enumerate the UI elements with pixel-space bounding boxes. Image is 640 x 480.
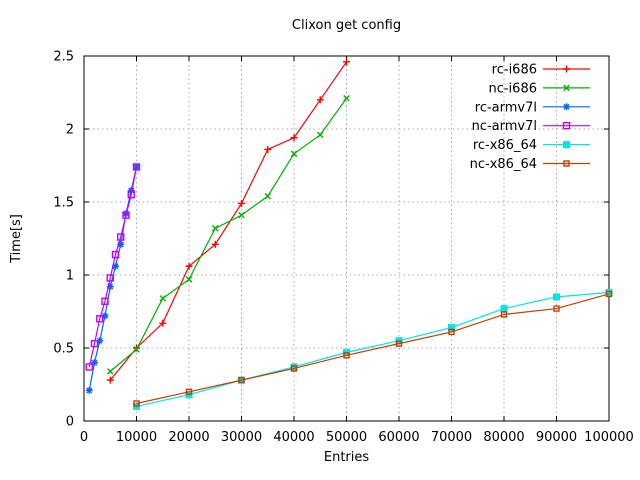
series-marker-nc-x86_64 — [553, 305, 560, 312]
legend-sample-marker-rc-armv7l — [563, 103, 570, 111]
series-marker-nc-i686 — [264, 192, 272, 200]
series-marker-rc-x86_64 — [290, 363, 298, 371]
x-tick-label: 10000 — [116, 430, 157, 445]
series-marker-nc-x86_64 — [238, 376, 245, 384]
series-marker-nc-armv7l — [111, 250, 120, 259]
series-marker-nc-x86_64 — [185, 388, 193, 395]
series-marker-nc-x86_64 — [500, 311, 508, 318]
x-tick-label: 20000 — [168, 430, 209, 445]
series-marker-nc-armv7l — [127, 190, 135, 199]
series-marker-nc-armv7l — [85, 363, 93, 371]
series-marker-rc-i686 — [290, 134, 298, 142]
series-marker-nc-x86_64 — [605, 290, 613, 298]
series-marker-nc-armv7l — [117, 233, 125, 241]
x-tick-label: 80000 — [483, 430, 524, 445]
series-marker-rc-i686 — [185, 262, 193, 270]
series-marker-nc-armv7l — [106, 274, 114, 282]
series-line-nc-armv7l — [88, 166, 138, 368]
y-tick-label: 0 — [66, 415, 74, 430]
series-marker-nc-i686 — [185, 276, 193, 283]
legend-sample-marker-nc-armv7l — [562, 121, 571, 130]
series-marker-rc-i686 — [316, 96, 324, 104]
y-tick-label: 2 — [66, 123, 74, 138]
series-marker-rc-armv7l — [101, 312, 109, 320]
x-axis-label: Entries — [324, 450, 370, 465]
series-marker-nc-x86_64 — [395, 340, 403, 347]
series-marker-rc-i686 — [211, 240, 219, 248]
series-line-nc-x86_64 — [136, 293, 610, 405]
series-marker-nc-armv7l — [96, 315, 104, 323]
series-marker-rc-i686 — [343, 58, 350, 66]
legend-sample-marker-rc-i686 — [563, 65, 570, 73]
legend-sample-marker-rc-x86_64 — [563, 141, 570, 149]
series-marker-nc-armv7l — [90, 339, 99, 348]
series-marker-rc-armv7l — [112, 262, 119, 270]
legend-label-rc-armv7l: rc-armv7l — [475, 100, 537, 115]
series-marker-nc-x86_64 — [133, 400, 140, 407]
y-tick-label: 1.5 — [53, 196, 74, 211]
series-marker-rc-i686 — [106, 376, 114, 384]
legend-label-nc-i686: nc-i686 — [488, 81, 537, 96]
legend-label-nc-armv7l: nc-armv7l — [472, 119, 537, 134]
series-line-rc-x86_64 — [136, 291, 610, 407]
x-tick-label: 100000 — [584, 430, 634, 445]
series-line-nc-i686 — [109, 97, 347, 372]
x-tick-label: 0 — [80, 430, 88, 445]
legend-sample-marker-nc-i686 — [563, 84, 570, 92]
series-marker-rc-x86_64 — [448, 324, 455, 332]
series-marker-nc-i686 — [106, 368, 114, 375]
legend-label-nc-x86_64: nc-x86_64 — [470, 157, 537, 172]
series-marker-nc-i686 — [159, 295, 167, 302]
series-marker-nc-x86_64 — [448, 328, 455, 336]
x-tick-label: 60000 — [378, 430, 419, 445]
series-marker-nc-armv7l — [122, 211, 130, 219]
x-tick-label: 40000 — [273, 430, 314, 445]
series-marker-nc-i686 — [343, 95, 350, 102]
x-tick-label: 50000 — [326, 430, 367, 445]
series-marker-nc-x86_64 — [290, 365, 298, 372]
series-marker-nc-i686 — [316, 131, 324, 139]
series-marker-rc-armv7l — [127, 186, 135, 194]
legend-label-rc-x86_64: rc-x86_64 — [473, 138, 537, 153]
series-line-rc-i686 — [109, 61, 347, 381]
series-marker-rc-i686 — [264, 145, 272, 153]
x-tick-label: 90000 — [536, 430, 577, 445]
x-tick-label: 70000 — [431, 430, 472, 445]
series-marker-rc-i686 — [159, 319, 167, 327]
y-tick-label: 2.5 — [53, 50, 74, 65]
y-tick-label: 1 — [66, 269, 74, 284]
y-axis-label: Time[s] — [9, 214, 24, 264]
series-marker-nc-armv7l — [101, 297, 109, 305]
series-marker-nc-i686 — [211, 224, 219, 232]
series-marker-rc-armv7l — [85, 386, 93, 394]
series-marker-rc-x86_64 — [553, 293, 560, 301]
series-marker-rc-x86_64 — [605, 289, 613, 297]
series-marker-rc-armv7l — [96, 337, 104, 345]
legend-label-rc-i686: rc-i686 — [492, 63, 537, 78]
y-tick-label: 0.5 — [53, 342, 74, 357]
x-tick-label: 30000 — [221, 430, 262, 445]
series-marker-nc-x86_64 — [343, 352, 350, 359]
series-marker-nc-i686 — [133, 346, 140, 353]
series-marker-rc-armv7l — [91, 359, 98, 367]
series-marker-nc-i686 — [238, 211, 245, 219]
series-marker-rc-armv7l — [106, 283, 114, 291]
series-marker-nc-armv7l — [132, 163, 141, 171]
series-marker-rc-i686 — [238, 199, 245, 207]
legend-sample-marker-nc-x86_64 — [563, 160, 570, 167]
chart-title: Clixon get config — [292, 18, 401, 33]
series-marker-nc-i686 — [290, 150, 298, 158]
series-marker-rc-x86_64 — [500, 305, 508, 313]
series-marker-rc-armv7l — [117, 240, 125, 248]
